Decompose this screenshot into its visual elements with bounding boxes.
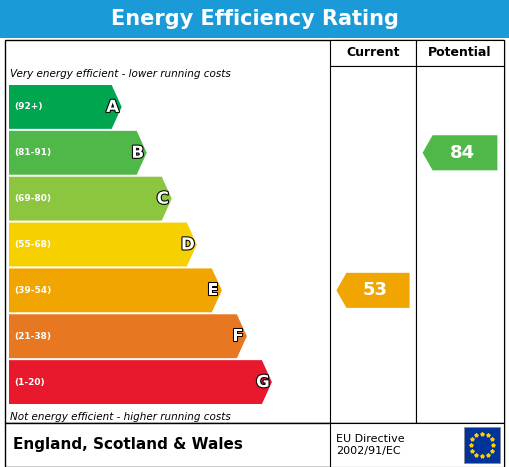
Bar xyxy=(5,40,504,423)
Text: 53: 53 xyxy=(363,281,388,299)
Text: F: F xyxy=(232,327,244,345)
Text: Not energy efficient - higher running costs: Not energy efficient - higher running co… xyxy=(10,412,231,422)
Text: (69-80): (69-80) xyxy=(14,194,51,203)
Text: A: A xyxy=(106,98,119,116)
Bar xyxy=(5,423,504,467)
Polygon shape xyxy=(422,135,497,170)
Text: (39-54): (39-54) xyxy=(14,286,51,295)
Polygon shape xyxy=(9,314,247,358)
Bar xyxy=(416,40,504,66)
Text: Energy Efficiency Rating: Energy Efficiency Rating xyxy=(110,9,399,29)
Polygon shape xyxy=(9,360,272,404)
Text: (81-91): (81-91) xyxy=(14,149,51,157)
Bar xyxy=(464,427,500,463)
Text: England, Scotland & Wales: England, Scotland & Wales xyxy=(13,438,243,453)
Text: E: E xyxy=(207,281,218,299)
Polygon shape xyxy=(9,269,222,312)
Bar xyxy=(330,40,416,66)
Text: Potential: Potential xyxy=(428,47,492,59)
Text: (55-68): (55-68) xyxy=(14,240,51,249)
Text: (21-38): (21-38) xyxy=(14,332,51,341)
Text: Current: Current xyxy=(346,47,400,59)
Text: 84: 84 xyxy=(450,144,475,162)
Text: G: G xyxy=(256,373,270,391)
Text: D: D xyxy=(181,235,194,254)
Bar xyxy=(330,423,504,467)
Polygon shape xyxy=(9,223,197,267)
Text: (92+): (92+) xyxy=(14,102,42,112)
Text: Very energy efficient - lower running costs: Very energy efficient - lower running co… xyxy=(10,69,231,79)
Text: C: C xyxy=(157,190,169,208)
Polygon shape xyxy=(9,85,122,129)
Polygon shape xyxy=(9,177,172,220)
Bar xyxy=(416,66,504,423)
Polygon shape xyxy=(336,273,410,308)
Text: (1-20): (1-20) xyxy=(14,378,45,387)
Text: B: B xyxy=(131,144,144,162)
Text: EU Directive
2002/91/EC: EU Directive 2002/91/EC xyxy=(336,434,405,456)
Bar xyxy=(330,66,416,423)
Bar xyxy=(0,0,509,38)
Polygon shape xyxy=(9,131,147,175)
